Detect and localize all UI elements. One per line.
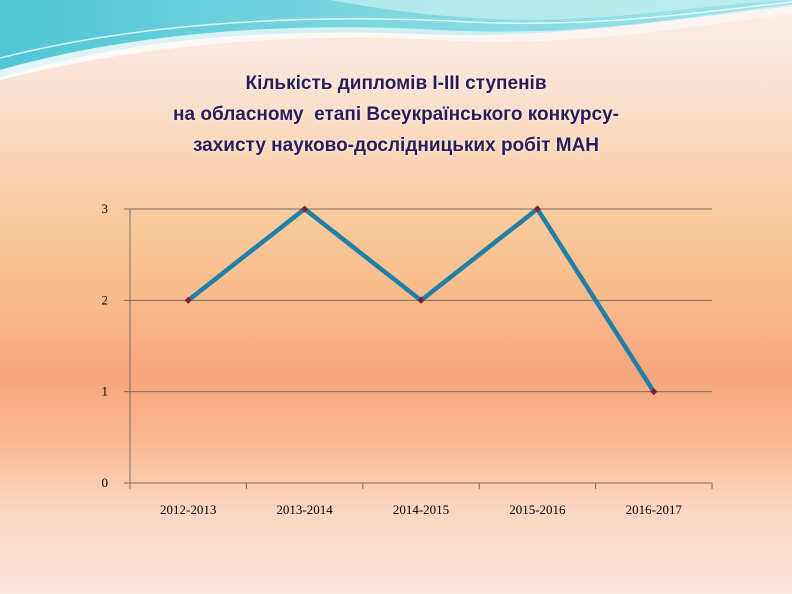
data-point xyxy=(650,388,658,396)
title-line-2: на обласному етапі Всеукраїнського конку… xyxy=(173,104,619,125)
chart-title: Кількість дипломів І-ІІІ ступенів на обл… xyxy=(0,68,792,161)
y-tick-label: 2 xyxy=(102,292,109,307)
decorative-waves xyxy=(0,0,792,80)
wave-line xyxy=(0,1,792,59)
y-tick-label: 3 xyxy=(102,201,109,216)
y-tick-labels: 0 1 2 3 xyxy=(102,201,109,490)
wave-light xyxy=(330,0,792,20)
wave-highlight xyxy=(0,4,792,80)
x-tick-label: 2015-2016 xyxy=(509,502,566,517)
series-layer xyxy=(184,205,658,396)
y-tick-label: 1 xyxy=(102,384,109,399)
data-point xyxy=(301,205,309,213)
x-tick-label: 2013-2014 xyxy=(276,502,333,517)
data-point xyxy=(533,205,541,213)
title-line-3: захисту науково-дослідницьких робіт МАН xyxy=(192,135,600,156)
x-tick-label: 2012-2013 xyxy=(160,502,216,517)
y-tick-label: 0 xyxy=(102,475,109,490)
x-tick-label: 2016-2017 xyxy=(626,502,683,517)
x-tick-label: 2014-2015 xyxy=(393,502,449,517)
title-line-1: Кількість дипломів І-ІІІ ступенів xyxy=(245,73,547,94)
data-point xyxy=(184,296,192,304)
x-tick-labels: 2012-2013 2013-2014 2014-2015 2015-2016 2016… xyxy=(160,502,682,517)
data-point xyxy=(417,296,425,304)
wave-band xyxy=(0,0,792,78)
axes xyxy=(124,208,713,489)
